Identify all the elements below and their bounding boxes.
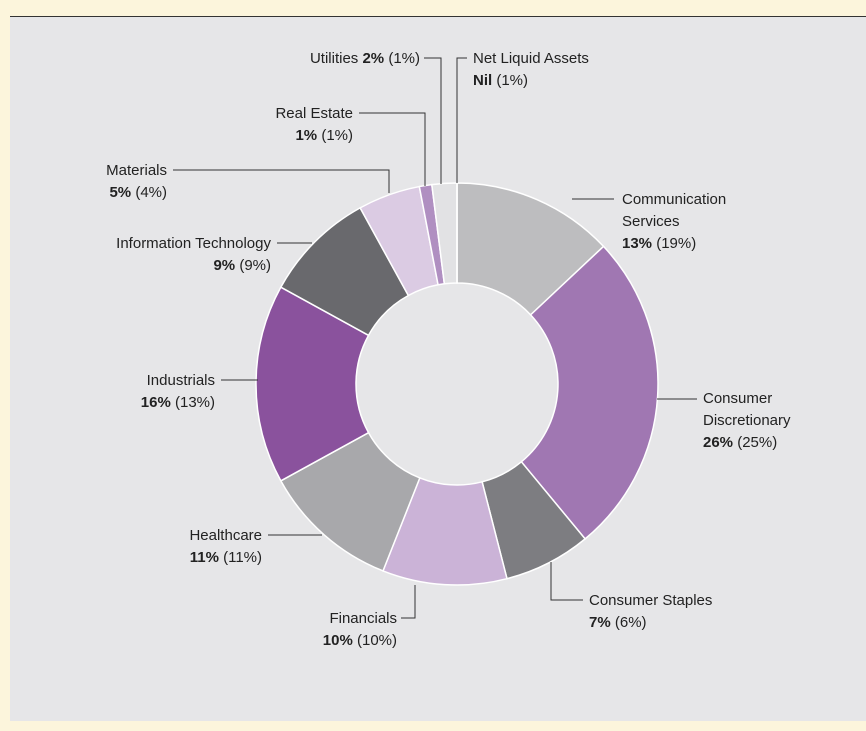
- value-line: 11% (11%): [62, 547, 262, 569]
- slice-label: Consumer Staples 7% (6%): [589, 590, 789, 634]
- slice-label: Healthcare 11% (11%): [62, 525, 262, 569]
- leader-line: [550, 562, 583, 601]
- prior-value-label: (13%): [174, 394, 215, 411]
- category-name: Industrials: [146, 372, 215, 389]
- value-line: 26% (25%): [703, 432, 813, 454]
- category-name: Information Technology: [116, 235, 271, 252]
- category-name: Materials: [106, 162, 167, 179]
- chart-panel: [10, 16, 866, 721]
- slice-label: Financials 10% (10%): [197, 608, 397, 652]
- slice-label: Real Estate 1% (1%): [153, 103, 353, 147]
- prior-value-label: (19%): [656, 235, 697, 252]
- value-label: 26%: [703, 434, 734, 451]
- value-line: Nil (1%): [473, 70, 673, 92]
- value-label: 7%: [589, 614, 611, 631]
- donut-slice: [520, 245, 659, 540]
- value-line: 1% (1%): [153, 125, 353, 147]
- category-name: Real Estate: [275, 105, 353, 122]
- value-label: 5%: [109, 184, 132, 201]
- leader-line: [173, 169, 390, 193]
- prior-value-label: (1%): [496, 72, 529, 89]
- value-line: 13% (19%): [622, 233, 772, 255]
- leader-line: [401, 585, 416, 619]
- value-line: 9% (9%): [71, 255, 271, 277]
- prior-value-label: (9%): [239, 257, 271, 274]
- slice-label: Consumer Discretionary 26% (25%): [703, 388, 813, 454]
- category-name: Communication Services: [622, 191, 727, 230]
- value-line: 7% (6%): [589, 612, 789, 634]
- category-name: Healthcare: [189, 527, 262, 544]
- prior-value-label: (11%): [223, 549, 262, 566]
- value-label: 9%: [213, 257, 236, 274]
- prior-value-label: (25%): [737, 434, 778, 451]
- value-label: 16%: [140, 394, 171, 411]
- slice-label: Materials 5% (4%): [0, 160, 167, 204]
- value-line: 10% (10%): [197, 630, 397, 652]
- prior-value-label: (6%): [614, 614, 647, 631]
- value-line: 5% (4%): [0, 182, 167, 204]
- value-line: 16% (13%): [15, 392, 215, 414]
- prior-value-label: (1%): [321, 127, 353, 144]
- leader-line: [456, 57, 467, 183]
- category-name: Financials: [329, 610, 397, 627]
- prior-value-label: (4%): [135, 184, 167, 201]
- value-label: 11%: [189, 549, 219, 566]
- category-name: Utilities: [309, 50, 359, 67]
- leader-line: [424, 57, 442, 184]
- slice-label: Communication Services 13% (19%): [622, 189, 772, 255]
- slice-label: Information Technology 9% (9%): [71, 233, 271, 277]
- value-label: 10%: [322, 632, 353, 649]
- category-name: Consumer Staples: [589, 592, 713, 609]
- value-label: Nil: [473, 72, 493, 89]
- category-name: Consumer Discretionary: [703, 390, 791, 429]
- slice-label: Utilities 2% (1%): [220, 48, 420, 70]
- leader-line: [359, 112, 426, 186]
- value-label: 2%: [362, 50, 385, 67]
- slice-label: Industrials 16% (13%): [15, 370, 215, 414]
- value-label: 1%: [295, 127, 318, 144]
- category-name: Net Liquid Assets: [473, 50, 589, 67]
- prior-value-label: (10%): [356, 632, 397, 649]
- value-label: 13%: [622, 235, 653, 252]
- prior-value-label: (1%): [388, 50, 420, 67]
- slice-label: Net Liquid Assets Nil (1%): [473, 48, 673, 92]
- donut-slice: [255, 286, 370, 482]
